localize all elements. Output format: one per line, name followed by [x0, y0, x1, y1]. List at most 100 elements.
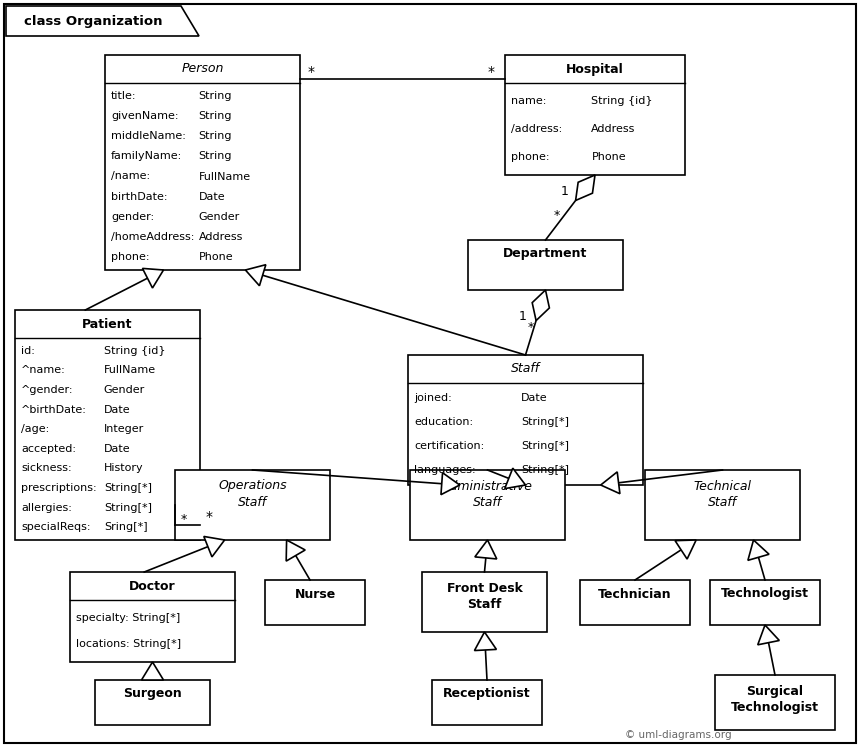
Text: Date: Date [104, 444, 131, 454]
Text: ^birthDate:: ^birthDate: [21, 405, 87, 415]
Text: Person: Person [181, 63, 224, 75]
Bar [175, 470, 330, 540]
Text: givenName:: givenName: [111, 111, 179, 121]
Text: FullName: FullName [104, 365, 156, 375]
Text: Date: Date [521, 394, 548, 403]
Text: phone:: phone: [111, 252, 150, 262]
Text: Sring[*]: Sring[*] [104, 522, 147, 533]
Text: title:: title: [111, 91, 137, 101]
Text: Surgical
Technologist: Surgical Technologist [731, 684, 819, 713]
Text: /name:: /name: [111, 172, 150, 182]
Text: allergies:: allergies: [21, 503, 72, 512]
Polygon shape [748, 540, 769, 560]
Text: name:: name: [511, 96, 546, 106]
Bar [408, 355, 643, 485]
Text: Gender: Gender [199, 211, 240, 222]
Text: /address:: /address: [511, 124, 562, 134]
Text: Phone: Phone [199, 252, 233, 262]
Text: locations: String[*]: locations: String[*] [76, 639, 181, 649]
Text: education:: education: [414, 417, 473, 427]
Text: Technologist: Technologist [721, 587, 809, 601]
Bar [95, 680, 210, 725]
Bar [422, 572, 547, 632]
Text: History: History [104, 463, 144, 474]
Text: Phone: Phone [592, 152, 626, 162]
Text: ^name:: ^name: [21, 365, 65, 375]
Text: joined:: joined: [414, 394, 452, 403]
Text: Address: Address [592, 124, 636, 134]
Text: specialReqs:: specialReqs: [21, 522, 90, 533]
Text: familyName:: familyName: [111, 152, 182, 161]
Polygon shape [204, 536, 224, 557]
Bar [432, 680, 542, 725]
Text: ^gender:: ^gender: [21, 385, 73, 395]
Bar [70, 572, 235, 662]
Text: Patient: Patient [83, 317, 132, 330]
Text: Doctor: Doctor [129, 580, 175, 592]
Polygon shape [758, 625, 779, 645]
Text: String[*]: String[*] [104, 503, 152, 512]
Text: Administrative
Staff: Administrative Staff [442, 480, 533, 509]
Text: String[*]: String[*] [104, 483, 152, 493]
Bar [715, 675, 835, 730]
Polygon shape [575, 175, 595, 200]
Text: String {id}: String {id} [104, 346, 165, 356]
Text: String[*]: String[*] [521, 441, 568, 451]
Text: 1: 1 [561, 185, 568, 199]
Polygon shape [532, 290, 550, 320]
Text: Department: Department [503, 247, 587, 261]
Text: *: * [181, 512, 187, 525]
Text: Nurse: Nurse [294, 587, 335, 601]
Text: String {id}: String {id} [592, 96, 653, 106]
Text: birthDate:: birthDate: [111, 192, 168, 202]
Polygon shape [286, 540, 305, 561]
Text: String: String [199, 91, 232, 101]
Text: languages:: languages: [414, 465, 476, 474]
Text: © uml-diagrams.org: © uml-diagrams.org [625, 730, 732, 740]
Text: *: * [206, 510, 213, 524]
Polygon shape [143, 268, 163, 288]
Text: accepted:: accepted: [21, 444, 76, 454]
Text: Staff: Staff [511, 362, 540, 376]
Bar [105, 55, 300, 270]
Text: phone:: phone: [511, 152, 550, 162]
Text: Address: Address [199, 232, 243, 242]
Polygon shape [675, 540, 696, 559]
Bar [468, 240, 623, 290]
Text: String: String [199, 152, 232, 161]
Text: Receptionist: Receptionist [443, 687, 531, 701]
Bar [15, 310, 200, 540]
Text: Date: Date [104, 405, 131, 415]
Text: String[*]: String[*] [521, 465, 568, 474]
Text: *: * [553, 209, 560, 222]
Bar [265, 580, 365, 625]
Text: Operations
Staff: Operations Staff [218, 480, 287, 509]
Text: gender:: gender: [111, 211, 154, 222]
Bar [645, 470, 800, 540]
Polygon shape [475, 632, 496, 651]
Polygon shape [475, 540, 497, 559]
Text: String: String [199, 131, 232, 141]
Bar [410, 470, 565, 540]
Polygon shape [505, 468, 525, 489]
Text: Date: Date [199, 192, 225, 202]
Text: *: * [488, 65, 495, 79]
Text: String: String [199, 111, 232, 121]
Text: sickness:: sickness: [21, 463, 71, 474]
Text: FullName: FullName [199, 172, 251, 182]
Text: Front Desk
Staff: Front Desk Staff [446, 581, 522, 610]
Text: id:: id: [21, 346, 35, 356]
Bar [505, 55, 685, 175]
Bar [580, 580, 690, 625]
Text: String[*]: String[*] [521, 417, 568, 427]
Text: /age:: /age: [21, 424, 49, 434]
Text: prescriptions:: prescriptions: [21, 483, 96, 493]
Text: Surgeon: Surgeon [123, 687, 181, 701]
Text: /homeAddress:: /homeAddress: [111, 232, 194, 242]
Polygon shape [600, 472, 620, 494]
Polygon shape [6, 6, 199, 36]
Text: *: * [528, 321, 534, 335]
Polygon shape [245, 264, 266, 286]
Text: *: * [308, 65, 315, 79]
Text: Technician: Technician [599, 587, 672, 601]
